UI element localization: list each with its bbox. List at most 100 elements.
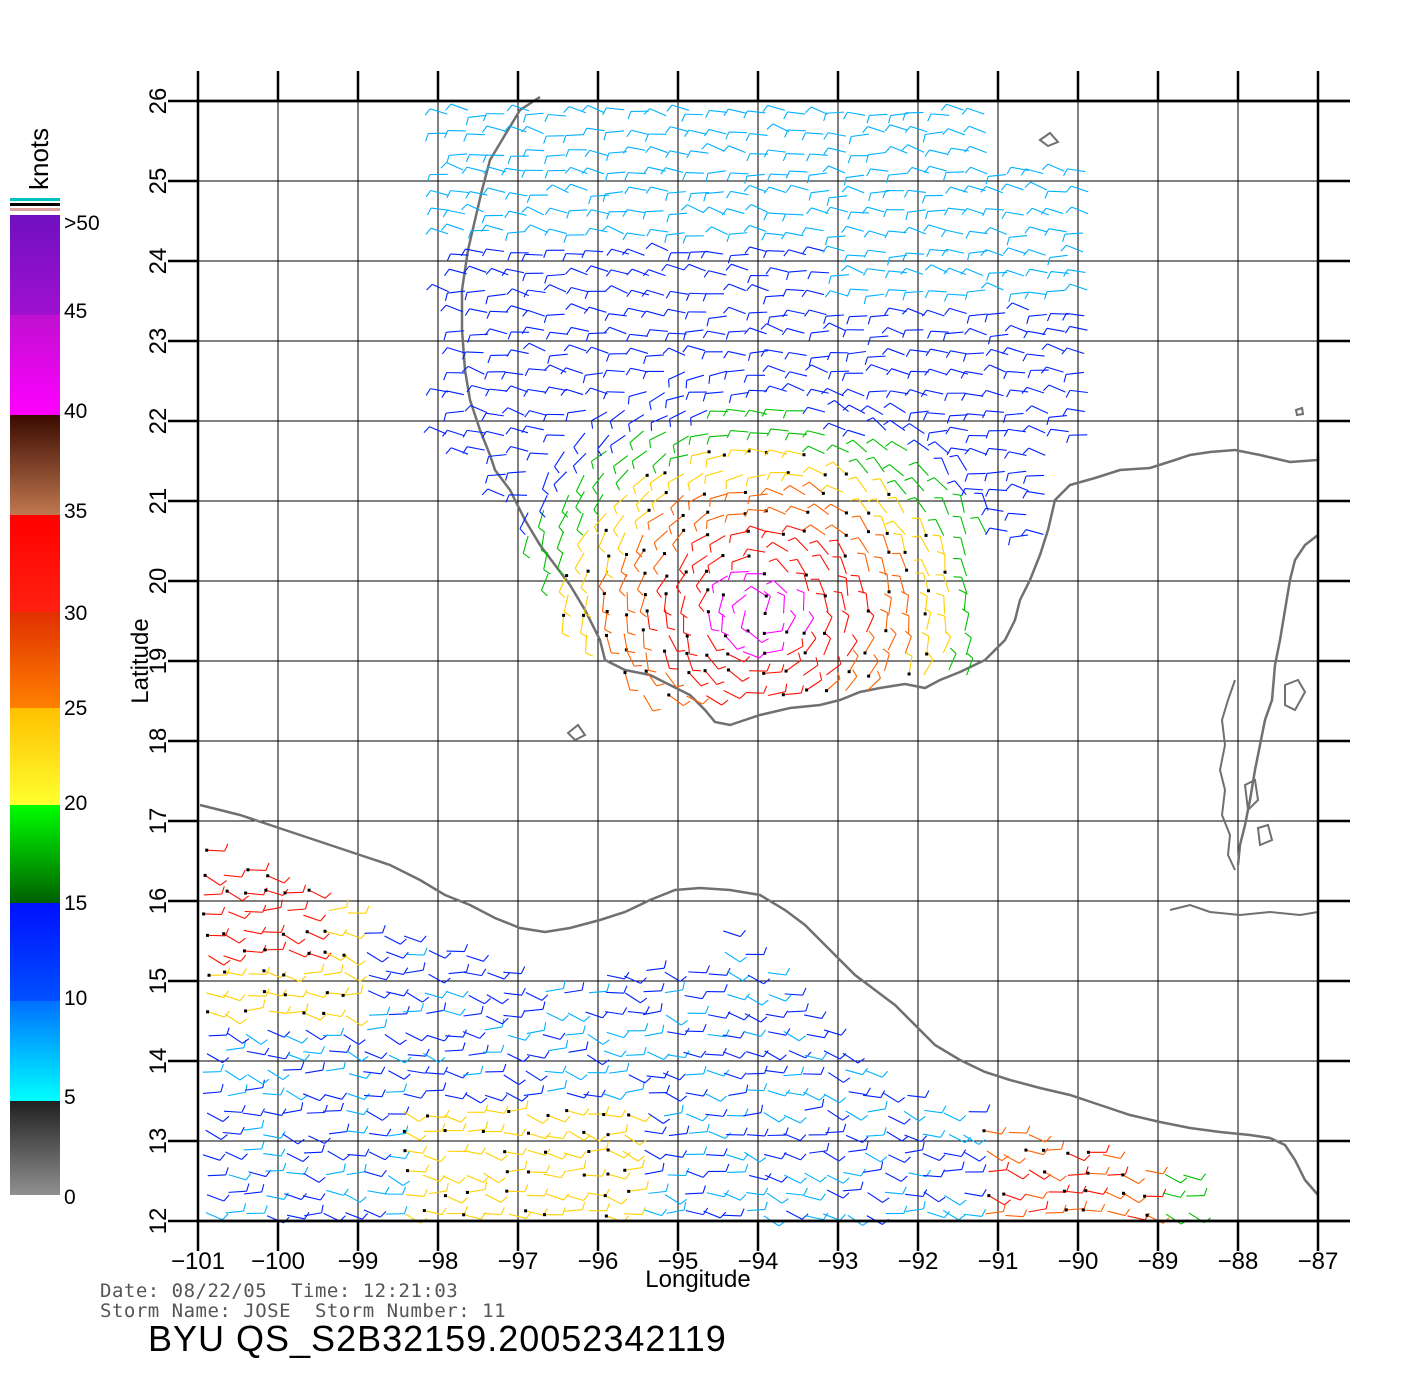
wind-vector [669,212,688,216]
wind-barb [891,574,900,577]
wind-barb [565,267,572,275]
wind-vector [570,183,588,191]
wind-barb [1040,207,1047,215]
wind-vector [607,1173,626,1180]
storm-name-value: JOSE [243,1300,292,1322]
wind-barb [803,1088,809,1096]
wind-barb [981,1189,987,1197]
wind-vector [890,390,909,395]
wind-barb [562,1065,567,1074]
wind-vector [1048,190,1067,193]
wind-barb [944,393,948,401]
wind-barb [461,203,468,211]
wind-vector [345,1212,363,1220]
wind-vector [868,151,887,156]
wind-vector [510,385,529,393]
wind-barb [705,965,711,973]
wind-barb [681,1104,684,1113]
wind-barb [903,190,909,198]
wind-vector [830,503,847,514]
wind-vector [580,615,585,634]
wind-barb [238,937,246,944]
wind-vector [786,327,805,334]
rain-flag [744,490,748,494]
wind-vector [567,409,586,414]
wind-barb [239,1074,247,1081]
wind-vector [546,1193,564,1201]
wind-barb [682,981,685,990]
wind-vector [527,1149,546,1156]
wind-barb [524,1160,528,1170]
wind-vector [983,1130,1002,1135]
wind-vector [925,131,944,136]
wind-vector [966,413,985,416]
wind-barb [260,1039,268,1045]
wind-vector [585,250,604,253]
wind-vector [226,1047,245,1051]
wind-barb [544,1188,549,1197]
wind-vector [1066,408,1085,413]
wind-barb [220,1084,224,1093]
rain-flag [867,674,871,678]
wind-barb [541,994,549,1001]
wind-barb [766,580,774,585]
wind-vector [1048,228,1067,233]
wind-vector [725,635,738,650]
wind-vector [631,129,649,136]
wind-barb [304,901,309,910]
wind-barb [541,589,548,597]
wind-vector [388,1132,407,1137]
wind-vector [908,226,926,235]
wind-barb [462,430,468,438]
wind-vector [451,447,469,455]
wind-barb [562,1014,569,1022]
wind-vector [1107,1210,1126,1217]
colorbar-45-50 [10,215,60,315]
wind-barb [766,123,774,130]
wind-barb [718,665,727,670]
wind-barb [220,1134,228,1140]
rain-flag [264,888,268,892]
wind-barb [647,522,650,531]
wind-barb [574,568,581,575]
wind-barb [526,452,531,461]
wind-vector [810,106,828,115]
wind-barb [604,628,612,634]
wind-vector [446,950,465,953]
wind-vector [403,1093,422,1099]
wind-barb [902,330,906,338]
wind-barb [523,289,529,298]
wind-vector [690,409,708,419]
wind-barb [486,311,491,319]
wind-vector [587,1192,606,1197]
wind-barb [283,1031,291,1038]
wind-vector [783,1030,800,1042]
wind-vector [594,512,607,528]
wind-barb [443,1002,447,1011]
wind-vector [262,1092,281,1096]
wind-barb [962,185,969,193]
wind-vector [910,410,929,414]
wind-vector [894,479,907,495]
wind-barb [761,232,766,241]
wind-barb [422,1146,428,1154]
rain-flag [844,472,848,476]
rain-flag [606,1133,610,1137]
wind-barb [664,234,668,243]
wind-vector [686,204,704,214]
wind-barb [746,312,750,321]
wind-vector [726,1133,745,1136]
wind-barb [725,263,732,271]
wind-vector [580,570,589,588]
wind-barb [764,1201,768,1210]
wind-vector [489,328,508,335]
wind-vector [823,1213,841,1221]
wind-barb [1000,183,1007,191]
wind-barb [842,1123,847,1132]
wind-vector [207,1011,225,1018]
wind-barb [321,1144,326,1153]
wind-barb [786,271,790,280]
wind-vector [422,1174,440,1182]
wind-barb [765,267,772,275]
wind-barb [297,1138,305,1145]
